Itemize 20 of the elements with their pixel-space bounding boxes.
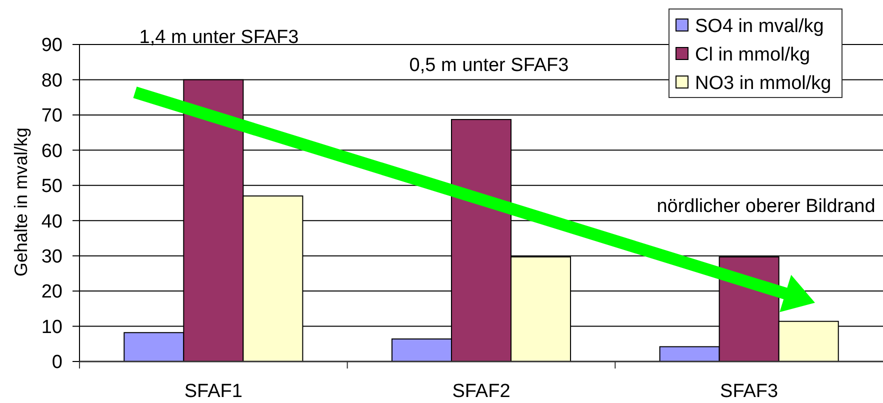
y-tick-label: 30	[41, 246, 62, 268]
legend-label: SO4 in mval/kg	[695, 16, 824, 37]
y-tick-label: 90	[41, 35, 62, 56]
y-tick-label: 70	[41, 106, 62, 127]
legend-label: NO3 in mmol/kg	[695, 73, 832, 94]
x-tick-label: SFAF2	[452, 381, 510, 402]
y-tick-label: 0	[52, 352, 62, 374]
annotation: 0,5 m unter SFAF3	[409, 55, 569, 76]
annotation: 1,4 m unter SFAF3	[139, 27, 299, 48]
annotation: nördlicher oberer Bildrand	[656, 196, 876, 217]
x-tick-label: SFAF1	[184, 381, 242, 402]
y-tick-label: 60	[41, 140, 62, 162]
x-tick-label: SFAF3	[720, 381, 778, 402]
y-tick-label: 40	[41, 211, 62, 232]
y-axis-title: Gehalte in mval/kg	[11, 127, 31, 277]
legend-label: Cl in mmol/kg	[695, 44, 810, 66]
y-tick-label: 20	[41, 282, 62, 303]
y-tick-label: 10	[41, 316, 62, 338]
y-tick-label: 80	[41, 70, 62, 92]
y-tick-label: 50	[41, 176, 62, 198]
